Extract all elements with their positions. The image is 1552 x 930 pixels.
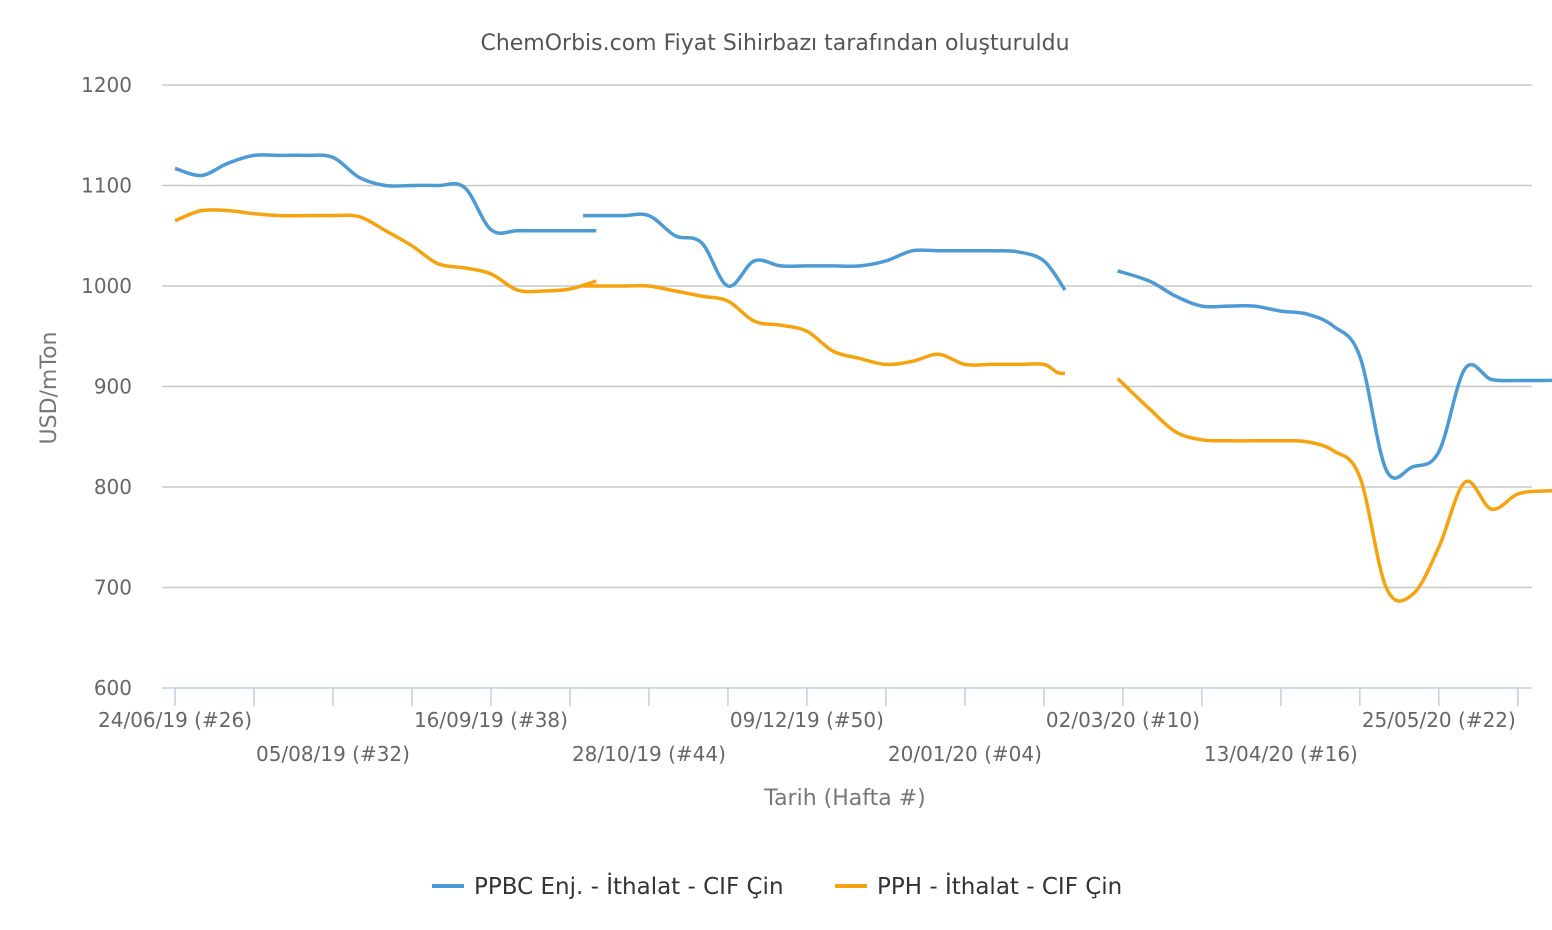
legend-label: PPH - İthalat - CIF Çin [877,872,1122,900]
legend: PPBC Enj. - İthalat - CIF Çin PPH - İthal… [432,872,1122,900]
series-1-line-segment[interactable] [174,153,597,235]
y-tick-label: 600 [94,676,132,700]
series-lines [174,153,1552,603]
x-tick-label: 02/03/20 (#10) [1046,708,1200,732]
gridlines [162,84,1532,589]
series-2-line-segment[interactable] [174,207,597,294]
x-axis: 24/06/19 (#26)05/08/19 (#32)16/09/19 (#3… [98,687,1532,766]
series-2 [174,207,1552,603]
legend-item-2[interactable]: PPH - İthalat - CIF Çin [835,872,1122,900]
y-axis-ticks: 600 700 800 900 1000 1100 1200 [81,73,132,700]
x-tick-label: 16/09/19 (#38) [414,708,568,732]
chart-title: ChemOrbis.com Fiyat Sihirbazı tarafından… [480,31,1069,56]
x-axis-title: Tarih (Hafta #) [763,786,925,811]
series-1 [174,153,1552,480]
y-axis-title: USD/mTon [37,332,62,445]
y-tick-label: 800 [94,475,132,499]
y-tick-label: 1000 [81,274,132,298]
x-tick-label: 28/10/19 (#44) [572,742,726,766]
legend-item-1[interactable]: PPBC Enj. - İthalat - CIF Çin [432,872,784,900]
y-tick-label: 1200 [81,73,132,97]
y-tick-label: 700 [94,576,132,600]
x-tick-label: 13/04/20 (#16) [1204,742,1358,766]
x-tick-label: 05/08/19 (#32) [256,742,410,766]
x-tick-label: 25/05/20 (#22) [1362,708,1516,732]
legend-label: PPBC Enj. - İthalat - CIF Çin [474,872,784,900]
series-1-line-segment[interactable] [1117,269,1552,480]
series-2-line-segment[interactable] [1116,377,1552,603]
series-2-line-segment[interactable] [583,283,1066,376]
x-tick-label: 24/06/19 (#26) [98,708,252,732]
x-tick-label: 09/12/19 (#50) [730,708,884,732]
series-1-line-segment[interactable] [583,212,1067,292]
y-tick-label: 900 [94,375,132,399]
y-tick-label: 1100 [81,174,132,198]
x-tick-label: 20/01/20 (#04) [888,742,1042,766]
